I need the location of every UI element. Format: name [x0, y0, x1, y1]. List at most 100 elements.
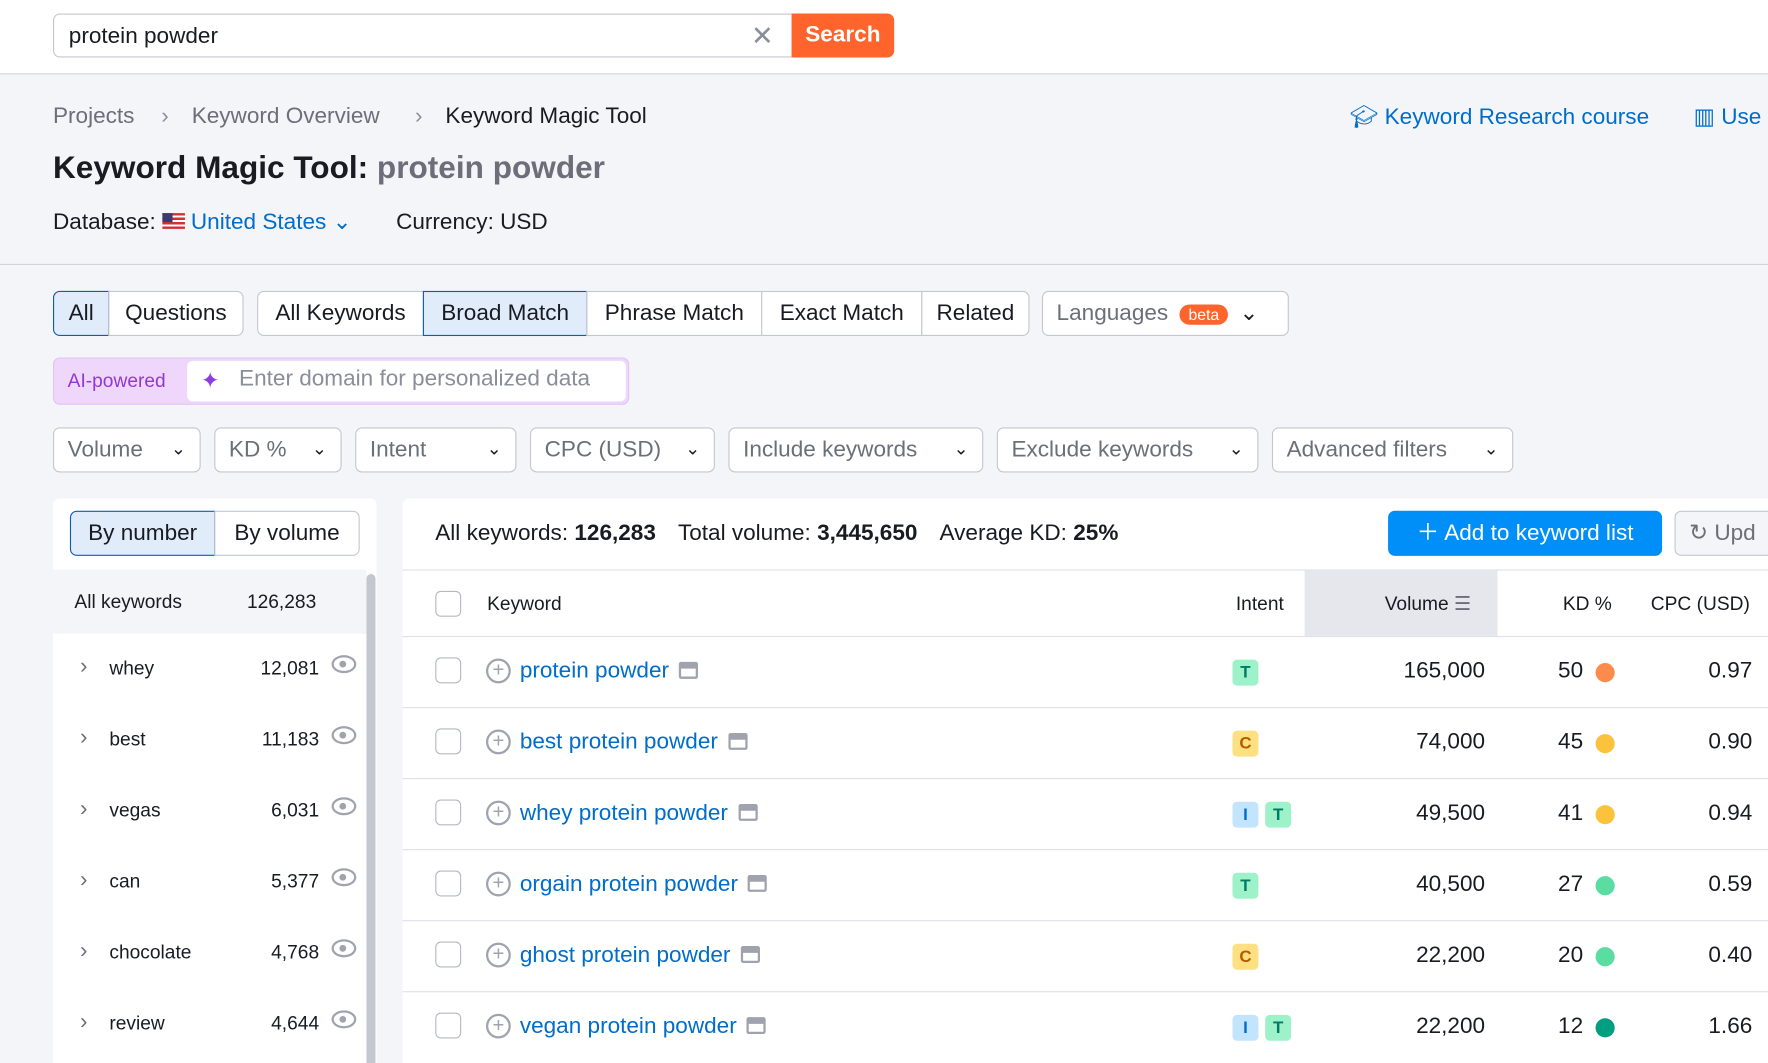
- keywords-panel: All keywords: 126,283 Total volume: 3,44…: [402, 498, 1768, 1063]
- tab-questions[interactable]: Questions: [108, 290, 244, 337]
- serp-icon[interactable]: [679, 661, 699, 679]
- filter-intent[interactable]: Intent ⌄: [355, 427, 517, 473]
- serp-icon[interactable]: [728, 732, 748, 750]
- column-kd[interactable]: KD %: [1562, 593, 1612, 615]
- all-keywords-label: All keywords:: [435, 520, 569, 546]
- by-number-toggle[interactable]: By number: [69, 510, 216, 556]
- filter-exclude-keywords[interactable]: Exclude keywords ⌄: [996, 427, 1259, 473]
- languages-dropdown[interactable]: Languages beta ⌄: [1041, 290, 1289, 337]
- search-input[interactable]: protein powder: [52, 13, 793, 58]
- chevron-right-icon[interactable]: ›: [80, 725, 88, 750]
- tab-exact-match[interactable]: Exact Match: [761, 290, 923, 337]
- serp-icon[interactable]: [738, 803, 758, 821]
- eye-icon[interactable]: [331, 797, 357, 816]
- group-all-keywords[interactable]: All keywords 126,283: [52, 569, 367, 634]
- tab-all[interactable]: All: [52, 290, 110, 337]
- serp-icon[interactable]: [748, 875, 768, 892]
- keyword-link[interactable]: vegan protein powder: [520, 1014, 767, 1040]
- eye-icon[interactable]: [331, 726, 357, 745]
- chevron-right-icon: ›: [161, 103, 169, 129]
- cpc-value: 1.66: [1708, 1013, 1753, 1039]
- group-item[interactable]: › review 4,644: [53, 989, 366, 1060]
- keyword-text: protein powder: [519, 658, 670, 684]
- filter-advanced[interactable]: Advanced filters ⌄: [1271, 427, 1514, 473]
- group-item[interactable]: › can 5,377: [53, 847, 366, 918]
- group-item[interactable]: › chocolate 4,768: [53, 918, 366, 989]
- search-button[interactable]: Search: [791, 13, 895, 58]
- by-volume-toggle[interactable]: By volume: [214, 510, 360, 556]
- add-to-keyword-list-button[interactable]: ＋ Add to keyword list: [1388, 510, 1663, 556]
- sort-icon: ☰: [1453, 593, 1472, 615]
- keyword-link[interactable]: whey protein powder: [519, 800, 758, 827]
- keyword-research-course-link[interactable]: 🎓︎ Keyword Research course: [1350, 103, 1649, 131]
- keyword-link[interactable]: protein powder: [520, 659, 699, 685]
- row-checkbox[interactable]: [435, 870, 462, 897]
- average-kd-label: Average KD:: [939, 520, 1067, 546]
- tab-phrase-match[interactable]: Phrase Match: [586, 290, 763, 337]
- intent-badge: T: [1265, 1014, 1292, 1041]
- add-circle-icon[interactable]: +: [485, 658, 511, 684]
- add-circle-icon[interactable]: +: [485, 729, 511, 755]
- eye-icon[interactable]: [331, 655, 357, 674]
- breadcrumb-projects[interactable]: Projects: [52, 103, 135, 129]
- keyword-link[interactable]: best protein powder: [520, 730, 748, 756]
- serp-icon[interactable]: [746, 1017, 767, 1035]
- group-item[interactable]: › vegas 6,031: [53, 776, 366, 847]
- tab-all-keywords[interactable]: All Keywords: [257, 290, 424, 337]
- group-item[interactable]: › whey 12,081: [53, 634, 366, 705]
- kd-value: 20: [1558, 942, 1584, 968]
- keyword-link[interactable]: ghost protein powder: [520, 943, 760, 969]
- clear-icon[interactable]: ✕: [750, 21, 774, 52]
- column-intent[interactable]: Intent: [1235, 593, 1284, 615]
- intent-badge: I: [1232, 1014, 1259, 1041]
- kd-dot-icon: [1595, 805, 1615, 825]
- eye-icon[interactable]: [331, 868, 357, 887]
- add-circle-icon[interactable]: +: [485, 942, 511, 968]
- course-label: Keyword Research course: [1384, 104, 1650, 130]
- group-item[interactable]: › best 11,183: [53, 705, 366, 776]
- chevron-right-icon[interactable]: ›: [80, 938, 88, 963]
- row-checkbox[interactable]: [435, 728, 462, 755]
- keyword-text: orgain protein powder: [519, 871, 738, 897]
- user-manual-link[interactable]: ▥ Use: [1694, 103, 1762, 131]
- breadcrumb-keyword-overview[interactable]: Keyword Overview: [191, 103, 380, 129]
- select-all-checkbox[interactable]: [435, 590, 462, 617]
- chevron-down-icon: ⌄: [1483, 439, 1499, 459]
- update-metrics-button[interactable]: ↻ Upd: [1674, 510, 1768, 556]
- keyword-link[interactable]: orgain protein powder: [519, 871, 768, 898]
- row-checkbox[interactable]: [435, 657, 462, 684]
- filter-label: Intent: [369, 437, 427, 463]
- row-checkbox[interactable]: [435, 941, 462, 968]
- chevron-right-icon[interactable]: ›: [80, 867, 88, 892]
- column-keyword[interactable]: Keyword: [487, 593, 562, 615]
- kd-value: 50: [1558, 658, 1584, 684]
- column-volume[interactable]: Volume ☰: [1385, 593, 1471, 616]
- chevron-right-icon[interactable]: ›: [80, 796, 88, 821]
- tab-broad-match[interactable]: Broad Match: [422, 290, 588, 337]
- kd-dot-icon: [1595, 734, 1615, 754]
- filter-include-keywords[interactable]: Include keywords ⌄: [728, 427, 984, 473]
- eye-icon[interactable]: [331, 1010, 357, 1029]
- add-circle-icon[interactable]: +: [485, 871, 511, 897]
- add-circle-icon[interactable]: +: [485, 1013, 511, 1039]
- eye-icon[interactable]: [331, 939, 357, 958]
- row-checkbox[interactable]: [435, 1012, 462, 1039]
- chevron-right-icon[interactable]: ›: [80, 1009, 88, 1035]
- filter-label: Exclude keywords: [1011, 437, 1194, 463]
- filter-cpc[interactable]: CPC (USD) ⌄: [529, 427, 715, 473]
- keyword-text: whey protein powder: [519, 800, 728, 826]
- column-cpc[interactable]: CPC (USD): [1650, 593, 1750, 615]
- group-name: review: [109, 1012, 165, 1035]
- filter-kd[interactable]: KD % ⌄: [214, 427, 342, 473]
- chevron-right-icon[interactable]: ›: [80, 654, 88, 679]
- scrollbar[interactable]: [366, 573, 376, 1063]
- domain-input[interactable]: Enter domain for personalized data: [187, 360, 626, 402]
- serp-icon[interactable]: [740, 946, 760, 963]
- tab-related[interactable]: Related: [921, 290, 1030, 337]
- row-checkbox[interactable]: [435, 799, 462, 826]
- add-circle-icon[interactable]: +: [485, 800, 511, 826]
- filter-label: CPC (USD): [544, 437, 662, 463]
- manual-label: Use: [1721, 104, 1762, 130]
- filter-volume[interactable]: Volume ⌄: [52, 427, 201, 473]
- database-select[interactable]: United States ⌄: [162, 210, 351, 235]
